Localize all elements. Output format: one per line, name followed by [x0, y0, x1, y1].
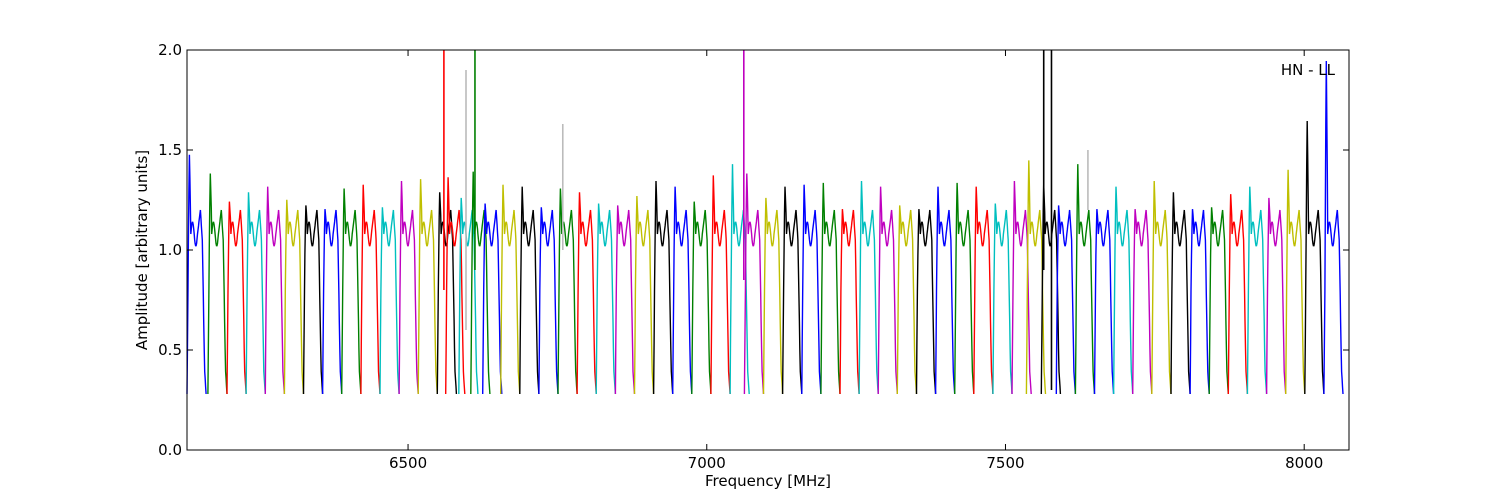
channel-trace-45 [992, 203, 1013, 395]
channel-trace-26 [633, 195, 655, 395]
channel-trace-49 [1055, 205, 1077, 395]
channel-trace-20 [519, 186, 540, 395]
channel-trace-38 [858, 180, 879, 395]
channel-trace-36 [820, 182, 841, 395]
channel-trace-42 [934, 186, 956, 395]
channel-trace-29 [691, 201, 712, 395]
channel-trace-55 [1170, 192, 1191, 395]
channel-trace-13 [417, 179, 438, 395]
channel-trace-27 [652, 180, 674, 395]
y-tick-label: 1.0 [158, 241, 182, 259]
channel-trace-19 [500, 184, 521, 395]
channel-trace-58 [1227, 194, 1249, 395]
channel-trace-15 [445, 177, 466, 395]
channel-trace-61 [1284, 169, 1306, 395]
channel-trace-9 [341, 188, 362, 395]
channel-trace-63 [1323, 60, 1344, 395]
channel-trace-30 [710, 175, 731, 395]
channel-trace-57 [1208, 207, 1229, 395]
series-layer [186, 50, 1344, 395]
channel-trace-41 [915, 209, 937, 395]
channel-trace-60 [1265, 197, 1287, 395]
channel-trace-62 [1304, 120, 1325, 395]
y-axis-ticks: 0.0 0.5 1.0 1.5 2.0 [158, 41, 1349, 459]
channel-trace-35 [801, 184, 822, 395]
channel-trace-10 [360, 184, 381, 395]
channel-trace-11 [379, 207, 400, 395]
plot-annotation: HN - LL [1281, 61, 1336, 79]
channel-trace-50 [1074, 164, 1096, 395]
channel-trace-17 [470, 171, 491, 395]
x-axis-ticks: 6500 7000 7500 8000 [389, 50, 1323, 472]
channel-trace-28 [672, 186, 693, 395]
channel-trace-34 [781, 186, 803, 395]
channel-trace-39 [877, 186, 898, 395]
channel-trace-43 [954, 182, 975, 395]
channel-trace-16 [458, 197, 479, 395]
channel-trace-51 [1093, 209, 1115, 395]
channel-trace-25 [614, 205, 636, 395]
channel-trace-3 [226, 201, 247, 395]
channel-trace-12 [398, 180, 419, 395]
y-tick-label: 1.5 [158, 141, 182, 159]
channel-trace-59 [1246, 186, 1268, 395]
x-tick-label: 7000 [688, 454, 726, 472]
channel-trace-53 [1131, 209, 1153, 395]
channel-trace-21 [538, 207, 559, 395]
channel-trace-40 [896, 205, 918, 395]
channel-trace-7 [302, 205, 324, 395]
channel-trace-4 [245, 192, 266, 395]
channel-trace-8 [321, 209, 343, 395]
channel-trace-56 [1189, 209, 1210, 395]
channel-trace-37 [839, 209, 860, 395]
y-axis-label: Amplitude [arbitrary units] [133, 150, 151, 350]
channel-trace-6 [283, 199, 305, 395]
channel-trace-18 [482, 203, 503, 395]
channel-trace-5 [264, 186, 286, 395]
channel-trace-23 [576, 192, 597, 395]
channel-trace-1 [186, 154, 207, 395]
x-tick-label: 8000 [1285, 454, 1323, 472]
x-tick-label: 6500 [389, 454, 427, 472]
channel-trace-24 [595, 203, 617, 395]
y-tick-label: 0.5 [158, 341, 182, 359]
y-tick-label: 2.0 [158, 41, 182, 59]
channel-trace-44 [973, 186, 994, 395]
channel-trace-33 [762, 197, 784, 395]
channel-trace-32 [743, 173, 765, 395]
x-tick-label: 7500 [986, 454, 1024, 472]
channel-trace-52 [1112, 186, 1134, 395]
y-tick-label: 0.0 [158, 441, 182, 459]
channel-trace-54 [1151, 180, 1172, 395]
channel-trace-2 [207, 173, 228, 395]
channel-trace-22 [557, 188, 578, 395]
x-axis-label: Frequency [MHz] [705, 472, 831, 490]
